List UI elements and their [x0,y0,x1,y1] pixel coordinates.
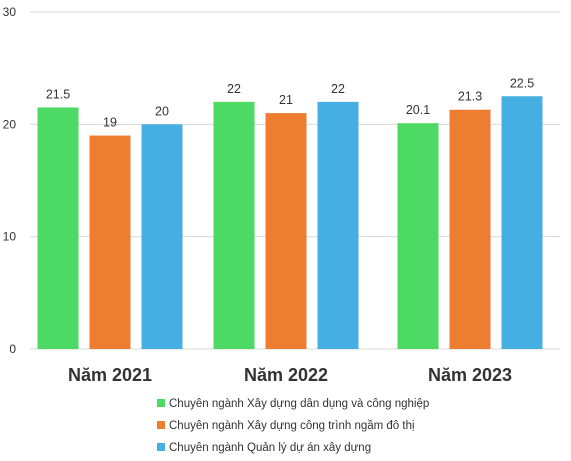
data-label: 21 [279,93,293,107]
legend-label: Chuyên ngành Xây dựng công trình ngầm đô… [169,420,415,432]
data-label: 22 [227,82,241,96]
data-labels: 21.5 19 20 22 21 22 20.1 21.3 22.5 [46,76,534,129]
data-label: 21.3 [458,90,482,104]
y-tick-label: 10 [3,230,17,244]
bars [37,96,543,350]
data-label: 20.1 [406,103,430,117]
data-label: 19 [103,116,117,130]
bar [37,107,79,349]
y-axis-ticks: 0 10 20 30 [3,5,17,356]
data-label: 22 [331,82,345,96]
x-axis-labels: Năm 2021 Năm 2022 Năm 2023 [68,365,512,385]
y-tick-label: 20 [3,117,17,131]
bar [89,135,131,349]
x-tick-label: Năm 2023 [428,365,512,385]
legend-swatch [157,421,165,429]
data-label: 22.5 [510,76,534,90]
bar [317,101,359,349]
bar [449,109,491,349]
bar [397,123,439,350]
legend-swatch [157,443,165,451]
bar [501,96,543,349]
bar [265,113,307,349]
legend-label: Chuyên ngành Xây dựng dân dụng và công n… [169,398,429,410]
y-tick-label: 0 [9,342,16,356]
y-tick-label: 30 [3,5,17,19]
legend-swatch [157,399,165,407]
x-tick-label: Năm 2022 [244,365,328,385]
bar [141,124,183,349]
data-label: 21.5 [46,87,70,101]
data-label: 20 [155,104,169,118]
legend-label: Chuyên ngành Quản lý dự án xây dựng [169,442,371,454]
bar [213,101,255,349]
x-tick-label: Năm 2021 [68,365,152,385]
legend: Chuyên ngành Xây dựng dân dụng và công n… [157,398,429,454]
